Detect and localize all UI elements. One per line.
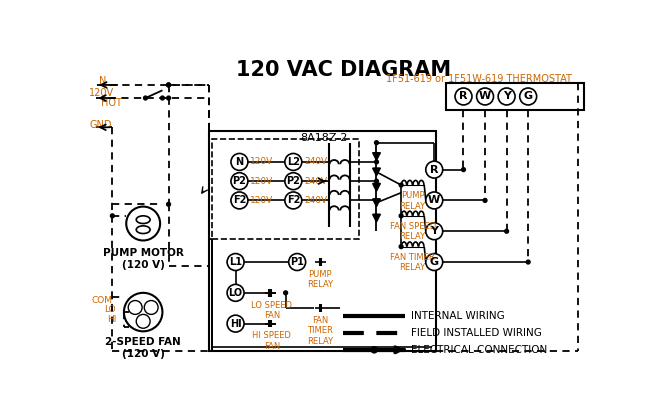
Text: P2: P2: [286, 176, 300, 186]
Text: PUMP
RELAY: PUMP RELAY: [399, 191, 425, 211]
Circle shape: [425, 223, 443, 240]
Text: HOT: HOT: [100, 98, 122, 108]
Text: HI: HI: [107, 315, 116, 324]
Text: FAN
TIMER
RELAY: FAN TIMER RELAY: [308, 316, 334, 346]
Text: FAN TIMER
RELAY: FAN TIMER RELAY: [391, 253, 435, 272]
Text: HI: HI: [230, 318, 241, 328]
Circle shape: [425, 192, 443, 209]
Circle shape: [231, 173, 248, 190]
Circle shape: [227, 285, 244, 301]
Text: PUMP MOTOR
(120 V): PUMP MOTOR (120 V): [103, 248, 184, 270]
Text: 240V: 240V: [304, 196, 327, 205]
Text: COM: COM: [91, 296, 113, 305]
Text: 120V: 120V: [250, 196, 273, 205]
Text: P2: P2: [232, 176, 247, 186]
Circle shape: [126, 207, 160, 241]
Text: L1: L1: [229, 257, 242, 267]
Ellipse shape: [136, 216, 150, 223]
Bar: [446, 83, 584, 110]
Circle shape: [124, 293, 162, 331]
Circle shape: [227, 253, 244, 271]
Circle shape: [167, 83, 170, 87]
Circle shape: [375, 199, 379, 202]
Text: N: N: [235, 157, 243, 167]
Circle shape: [375, 179, 379, 183]
Text: R: R: [459, 91, 468, 101]
Text: G: G: [524, 91, 533, 101]
Circle shape: [399, 245, 403, 248]
Text: FAN SPEED
RELAY: FAN SPEED RELAY: [389, 222, 436, 241]
Text: 240V: 240V: [304, 177, 327, 186]
Text: W: W: [479, 91, 491, 101]
Ellipse shape: [136, 226, 150, 233]
Circle shape: [399, 183, 403, 187]
Circle shape: [285, 153, 302, 171]
Circle shape: [476, 88, 494, 105]
Circle shape: [526, 260, 530, 264]
Text: R: R: [430, 165, 438, 175]
Circle shape: [167, 96, 170, 100]
Bar: [212, 139, 358, 239]
Text: LO: LO: [228, 288, 243, 298]
Text: GND: GND: [89, 120, 112, 130]
Text: F2: F2: [232, 195, 246, 205]
Text: 2-SPEED FAN
(120 V): 2-SPEED FAN (120 V): [105, 337, 181, 359]
Text: 120V: 120V: [250, 177, 273, 186]
Circle shape: [111, 214, 115, 218]
Circle shape: [136, 314, 150, 328]
Polygon shape: [373, 168, 381, 176]
Circle shape: [143, 96, 147, 100]
Circle shape: [161, 96, 164, 100]
Circle shape: [283, 291, 287, 295]
Text: LO: LO: [105, 305, 116, 314]
Polygon shape: [373, 199, 381, 207]
Text: P1: P1: [290, 257, 304, 267]
Circle shape: [375, 160, 379, 164]
Polygon shape: [373, 153, 381, 160]
Text: PUMP
RELAY: PUMP RELAY: [308, 270, 334, 289]
Circle shape: [285, 192, 302, 209]
Circle shape: [167, 202, 170, 206]
Circle shape: [462, 168, 466, 171]
Circle shape: [128, 300, 142, 314]
Text: 120V: 120V: [250, 158, 273, 166]
Text: 120 VAC DIAGRAM: 120 VAC DIAGRAM: [236, 59, 451, 80]
Circle shape: [375, 141, 379, 145]
Text: N: N: [98, 76, 106, 86]
Circle shape: [227, 315, 244, 332]
Text: LO SPEED
FAN: LO SPEED FAN: [251, 300, 292, 320]
Circle shape: [144, 300, 158, 314]
Text: FIELD INSTALLED WIRING: FIELD INSTALLED WIRING: [411, 328, 542, 338]
Text: ELECTRICAL CONNECTION: ELECTRICAL CONNECTION: [411, 345, 547, 355]
Circle shape: [505, 229, 509, 233]
Text: HI SPEED
FAN: HI SPEED FAN: [253, 331, 291, 351]
Polygon shape: [373, 184, 381, 191]
Text: G: G: [429, 257, 439, 267]
Text: 240V: 240V: [304, 158, 327, 166]
Circle shape: [483, 199, 487, 202]
Circle shape: [371, 347, 377, 353]
Circle shape: [289, 253, 306, 271]
Circle shape: [285, 173, 302, 190]
Bar: [208, 131, 436, 351]
Text: 8A18Z-2: 8A18Z-2: [300, 133, 348, 143]
Text: F2: F2: [287, 195, 300, 205]
Polygon shape: [373, 214, 381, 222]
Circle shape: [231, 153, 248, 171]
Circle shape: [167, 83, 170, 87]
Circle shape: [425, 253, 443, 271]
Circle shape: [455, 88, 472, 105]
Text: 120V: 120V: [89, 88, 115, 98]
Text: 1F51-619 or 1F51W-619 THERMOSTAT: 1F51-619 or 1F51W-619 THERMOSTAT: [386, 74, 572, 84]
Circle shape: [425, 161, 443, 178]
Circle shape: [520, 88, 537, 105]
Text: L2: L2: [287, 157, 300, 167]
Text: Y: Y: [502, 91, 511, 101]
Text: INTERNAL WIRING: INTERNAL WIRING: [411, 311, 505, 321]
Circle shape: [498, 88, 515, 105]
Circle shape: [399, 214, 403, 218]
Text: W: W: [428, 195, 440, 205]
Circle shape: [231, 192, 248, 209]
Text: Y: Y: [430, 226, 438, 236]
